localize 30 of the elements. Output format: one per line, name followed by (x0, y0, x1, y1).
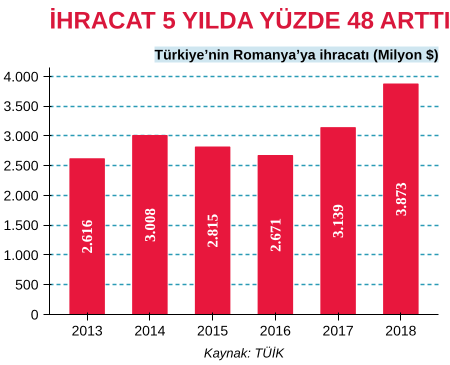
x-tick-label: 2014 (134, 322, 166, 338)
y-tick-label: 1.500 (3, 217, 39, 234)
chart-subtitle: Türkiye’nin Romanya’ya ihracatı (Milyon $) (154, 46, 439, 62)
bar (383, 83, 419, 314)
bar (69, 158, 105, 314)
bar (258, 155, 294, 314)
data-label: 2.671 (268, 218, 284, 252)
data-label: 2.815 (206, 214, 222, 248)
data-label: 3.139 (331, 204, 348, 238)
data-label: 3.008 (142, 208, 159, 242)
y-tick-label: 4.000 (3, 68, 39, 84)
y-tick-label: 2.000 (3, 187, 39, 204)
x-tick-label: 2013 (72, 322, 103, 338)
y-tick-label: 3.000 (3, 128, 39, 144)
y-tick-label: 0 (30, 306, 39, 322)
y-tick-label: 500 (15, 276, 39, 293)
bar (320, 127, 356, 314)
x-tick-label: 2016 (260, 322, 292, 338)
x-tick-label: 2017 (322, 322, 354, 338)
y-tick-label: 2.500 (3, 158, 39, 174)
data-label: 2.616 (80, 219, 96, 254)
y-tick-label: 3.500 (3, 98, 39, 114)
bar (132, 134, 168, 314)
data-label: 3.873 (394, 182, 410, 216)
y-tick-label: 1.000 (3, 246, 39, 263)
x-tick-label: 2018 (385, 322, 417, 338)
chart-title: İHRACAT 5 YILDA YÜZDE 48 ARTTI (50, 8, 450, 34)
x-tick-label: 2015 (197, 322, 228, 338)
bar (194, 146, 230, 314)
text: Kaynak: TÜİK (204, 346, 286, 360)
